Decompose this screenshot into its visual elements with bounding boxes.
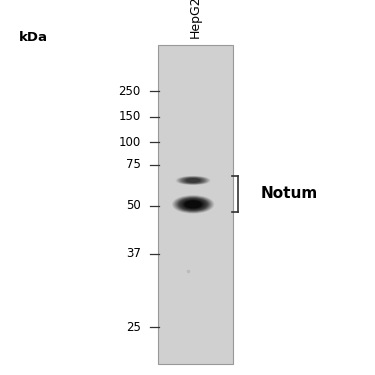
Ellipse shape xyxy=(178,198,208,211)
Text: 100: 100 xyxy=(118,136,141,149)
Text: 37: 37 xyxy=(126,247,141,260)
Ellipse shape xyxy=(177,177,209,184)
Ellipse shape xyxy=(186,179,200,182)
Ellipse shape xyxy=(188,179,198,182)
Ellipse shape xyxy=(184,178,202,183)
Ellipse shape xyxy=(192,204,194,205)
Ellipse shape xyxy=(174,196,213,213)
Ellipse shape xyxy=(175,176,211,184)
Ellipse shape xyxy=(183,200,203,208)
Ellipse shape xyxy=(189,202,197,206)
Ellipse shape xyxy=(178,177,208,184)
Ellipse shape xyxy=(175,197,211,212)
Ellipse shape xyxy=(176,197,210,211)
Text: 50: 50 xyxy=(126,200,141,213)
Ellipse shape xyxy=(181,178,206,183)
Ellipse shape xyxy=(191,204,195,205)
Ellipse shape xyxy=(186,201,201,207)
Ellipse shape xyxy=(181,200,205,209)
Ellipse shape xyxy=(187,179,200,182)
Ellipse shape xyxy=(172,196,214,213)
Ellipse shape xyxy=(190,180,196,181)
Ellipse shape xyxy=(187,202,200,207)
Ellipse shape xyxy=(179,177,207,184)
Ellipse shape xyxy=(177,198,209,211)
Ellipse shape xyxy=(180,177,207,184)
Ellipse shape xyxy=(192,180,194,181)
Ellipse shape xyxy=(184,201,202,208)
Ellipse shape xyxy=(182,178,204,183)
Text: Notum: Notum xyxy=(261,186,318,201)
Text: 150: 150 xyxy=(118,110,141,123)
Text: 25: 25 xyxy=(126,321,141,334)
Ellipse shape xyxy=(191,180,195,181)
Ellipse shape xyxy=(189,180,196,181)
Text: kDa: kDa xyxy=(19,31,48,44)
Ellipse shape xyxy=(180,199,206,210)
Ellipse shape xyxy=(179,198,207,210)
Ellipse shape xyxy=(188,202,198,207)
Ellipse shape xyxy=(183,178,203,183)
Ellipse shape xyxy=(176,177,210,184)
Text: 75: 75 xyxy=(126,158,141,171)
Ellipse shape xyxy=(171,195,214,213)
Ellipse shape xyxy=(182,200,204,209)
Text: HepG2: HepG2 xyxy=(189,0,201,38)
Ellipse shape xyxy=(190,203,196,206)
Ellipse shape xyxy=(182,178,205,183)
Ellipse shape xyxy=(185,178,201,182)
Ellipse shape xyxy=(189,180,198,182)
Bar xyxy=(158,45,232,364)
Text: 250: 250 xyxy=(118,85,141,98)
